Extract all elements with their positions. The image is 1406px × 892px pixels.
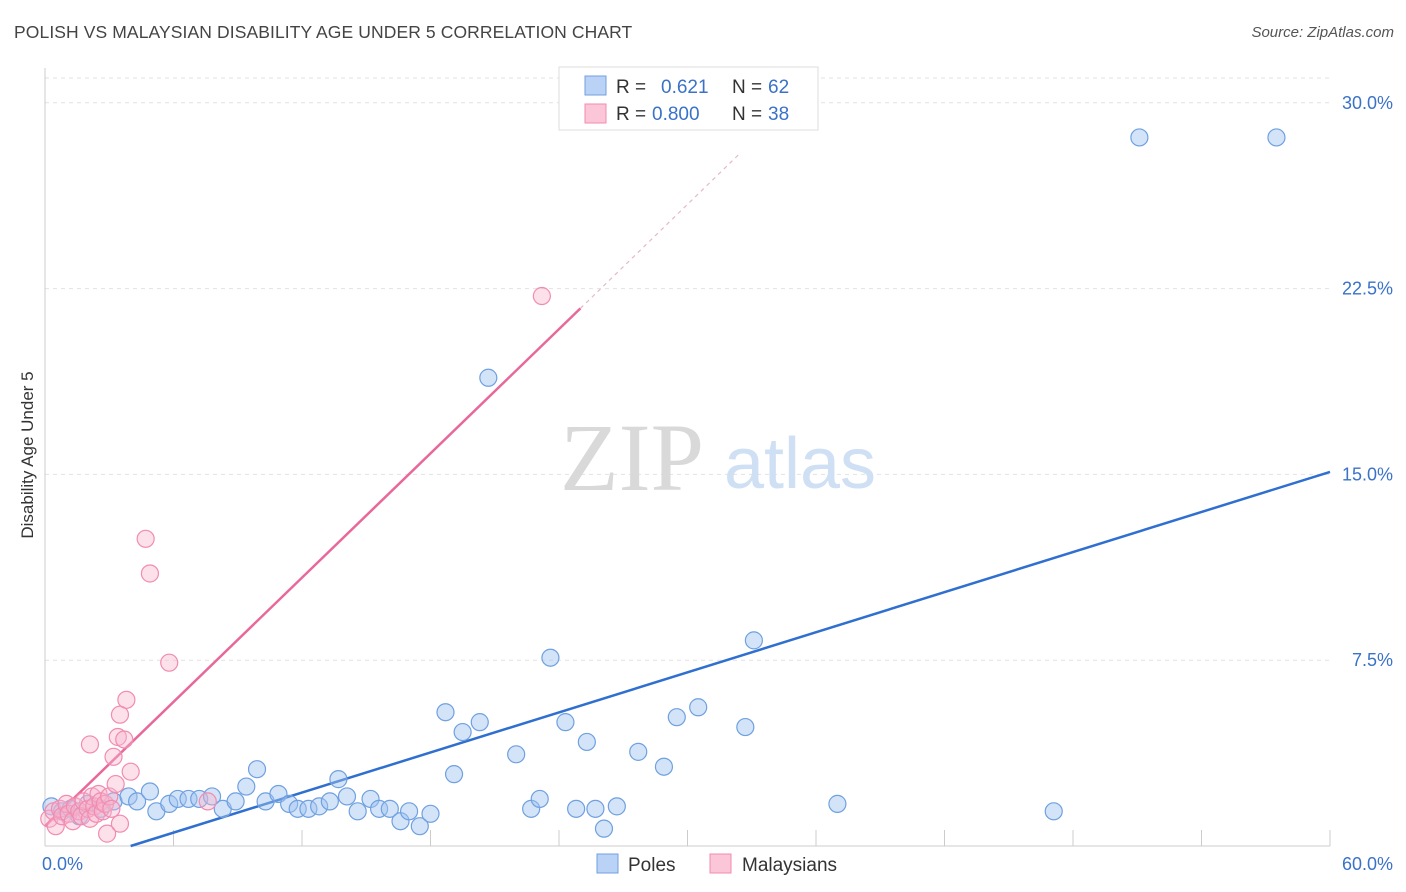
point-poles: [1268, 129, 1285, 146]
point-poles: [557, 714, 574, 731]
legend-r-label: R =: [616, 77, 646, 98]
y-tick-label: 15.0%: [1342, 464, 1393, 484]
point-poles: [655, 758, 672, 775]
legend-swatch-poles: [585, 76, 606, 95]
point-poles: [1045, 803, 1062, 820]
point-poles: [454, 724, 471, 741]
legend-r-value-poles: 0.621: [661, 77, 709, 98]
point-poles: [437, 704, 454, 721]
trend-line-malaysians: [45, 308, 580, 826]
scatter-chart: ZIP atlas 7.5% 15.0% 22.5% 30.0% 0.0% 60.0% R…: [0, 0, 1406, 892]
y-tick-label: 30.0%: [1342, 93, 1393, 113]
bottom-legend-malaysians: Malaysians: [742, 855, 837, 876]
bottom-legend-poles: Poles: [628, 855, 676, 876]
point-poles: [595, 820, 612, 837]
point-poles: [227, 793, 244, 810]
bottom-legend-swatch-poles: [597, 854, 618, 873]
watermark-zip: ZIP: [560, 404, 704, 511]
point-poles: [480, 369, 497, 386]
point-poles: [578, 733, 595, 750]
point-poles: [401, 803, 418, 820]
point-malaysians: [105, 748, 122, 765]
point-poles: [249, 761, 266, 778]
y-tick-label: 7.5%: [1352, 650, 1393, 670]
point-poles: [745, 632, 762, 649]
legend-n-label: N =: [732, 77, 762, 98]
point-malaysians: [122, 763, 139, 780]
x-tick-label: 0.0%: [42, 854, 83, 874]
point-poles: [338, 788, 355, 805]
point-poles: [446, 766, 463, 783]
x-tick-label: 60.0%: [1342, 854, 1393, 874]
point-poles: [542, 649, 559, 666]
watermark-atlas: atlas: [724, 424, 876, 504]
gridlines: [45, 78, 1330, 660]
legend-n-value-malaysians: 38: [768, 104, 789, 125]
legend-r-label: R =: [616, 104, 646, 125]
legend-n-label: N =: [732, 104, 762, 125]
legend-n-value-poles: 62: [768, 77, 789, 98]
point-poles: [330, 771, 347, 788]
trend-line-poles: [131, 472, 1330, 846]
point-poles: [238, 778, 255, 795]
legend-box: R = 0.621 N = 62 R = 0.800 N = 38: [559, 67, 818, 130]
point-poles: [1131, 129, 1148, 146]
point-malaysians: [118, 691, 135, 708]
point-poles: [471, 714, 488, 731]
tick-labels: 7.5% 15.0% 22.5% 30.0% 0.0% 60.0%: [42, 93, 1393, 874]
point-malaysians: [141, 565, 158, 582]
point-malaysians: [161, 654, 178, 671]
point-poles: [141, 783, 158, 800]
point-poles: [608, 798, 625, 815]
point-poles: [690, 699, 707, 716]
point-malaysians: [81, 736, 98, 753]
point-malaysians: [137, 530, 154, 547]
point-poles: [668, 709, 685, 726]
legend-r-value-malaysians: 0.800: [652, 104, 700, 125]
point-poles: [737, 719, 754, 736]
point-malaysians: [116, 731, 133, 748]
point-malaysians: [107, 776, 124, 793]
point-malaysians: [103, 800, 120, 817]
point-poles: [508, 746, 525, 763]
point-poles: [349, 803, 366, 820]
point-malaysians: [111, 815, 128, 832]
point-malaysians: [533, 288, 550, 305]
legend-swatch-malaysians: [585, 104, 606, 123]
point-poles: [568, 800, 585, 817]
y-tick-label: 22.5%: [1342, 279, 1393, 299]
point-poles: [829, 795, 846, 812]
point-poles: [321, 793, 338, 810]
watermark: ZIP atlas: [560, 404, 876, 511]
point-poles: [531, 790, 548, 807]
bottom-legend: Poles Malaysians: [597, 854, 837, 876]
point-poles: [422, 805, 439, 822]
bottom-legend-swatch-malaysians: [710, 854, 731, 873]
trend-extension-malaysians: [580, 152, 741, 308]
point-poles: [587, 800, 604, 817]
point-poles: [630, 743, 647, 760]
point-malaysians: [199, 793, 216, 810]
